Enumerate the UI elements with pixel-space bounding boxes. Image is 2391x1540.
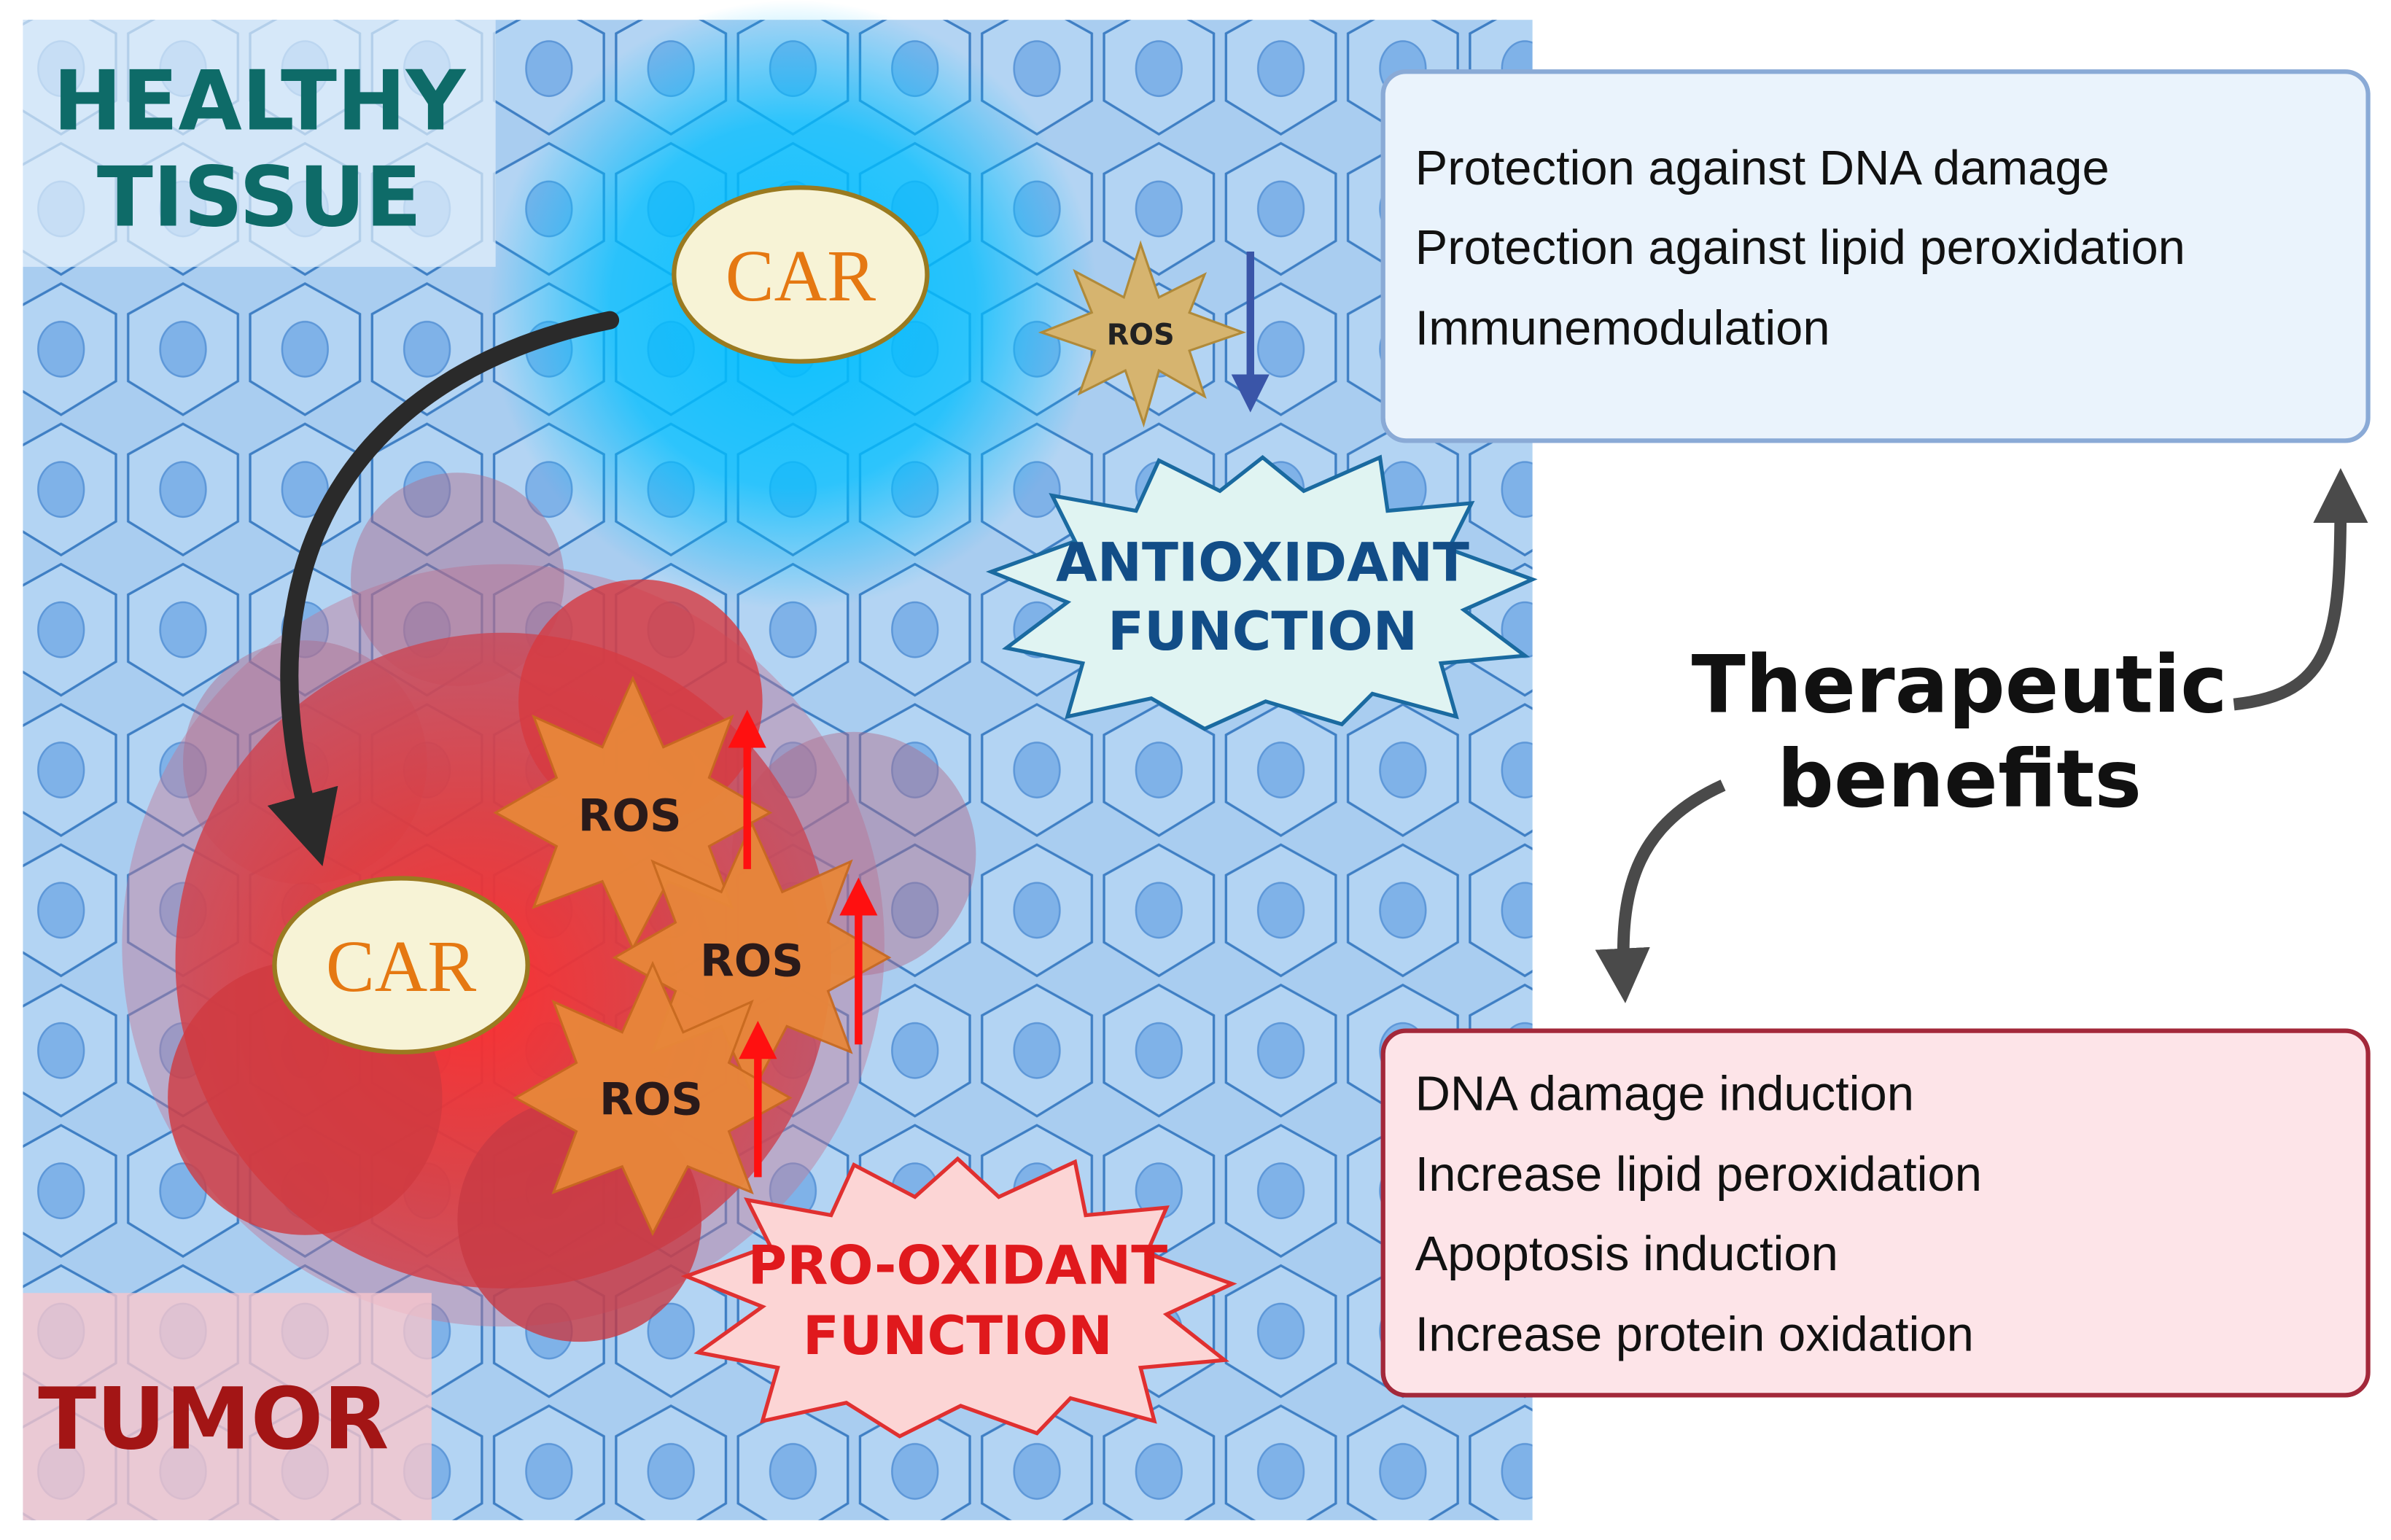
therapeutic-benefits-line1: Therapeutic (1692, 639, 2228, 731)
tumor-benefit-item: Apoptosis induction (1415, 1226, 1838, 1281)
healthy-benefit-item: Protection against DNA damage (1415, 141, 2110, 195)
tumor-benefit-item: Increase lipid peroxidation (1415, 1147, 1982, 1202)
healthy-benefit-item: Protection against lipid peroxidation (1415, 220, 2185, 275)
antioxidant-function-line1: ANTIOXIDANT (1056, 532, 1469, 594)
tumor-label: TUMOR (38, 1369, 389, 1469)
tumor-benefit-item: DNA damage induction (1415, 1066, 1914, 1121)
antioxidant-function-burst (985, 454, 1538, 731)
car-healthy-cell (672, 185, 930, 364)
ros-label-tumor-1: ROS (578, 791, 682, 842)
ros-star-tumor-3 (513, 960, 793, 1237)
ros-label-healthy: ROS (1107, 319, 1175, 352)
ros-label-tumor-3: ROS (599, 1075, 703, 1126)
ros-stars-tumor (493, 675, 892, 1237)
ros-star-healthy (1038, 240, 1246, 428)
healthy-tissue-label-box (23, 20, 496, 267)
healthy-tissue-label-line1: HEALTHY (53, 53, 467, 149)
arrow-to-tumor-benefits (1595, 779, 1726, 1003)
healthy-benefit-item: Immunemodulation (1415, 301, 1830, 356)
car-migration-arrow (267, 311, 620, 866)
healthy-tissue-label-line2: TISSUE (97, 149, 421, 245)
tumor-benefit-item: Increase protein oxidation (1415, 1307, 1974, 1362)
antioxidant-function-line2: FUNCTION (1108, 601, 1418, 663)
tumor-label-box (23, 1293, 432, 1520)
healthy-benefits-box (1380, 69, 2371, 443)
ros-label-tumor-2: ROS (700, 936, 804, 987)
car-tumor-cell (272, 876, 530, 1054)
arrow-to-healthy-benefits (2233, 467, 2368, 711)
prooxidant-function-line2: FUNCTION (803, 1305, 1113, 1367)
prooxidant-function-burst (680, 1156, 1237, 1439)
car-healthy-label: CAR (726, 236, 876, 316)
prooxidant-function-line1: PRO-OXIDANT (747, 1235, 1167, 1297)
car-tumor-label: CAR (326, 926, 476, 1007)
therapeutic-benefits-line2: benefits (1777, 733, 2142, 825)
tumor-benefits-box (1380, 1028, 2371, 1398)
